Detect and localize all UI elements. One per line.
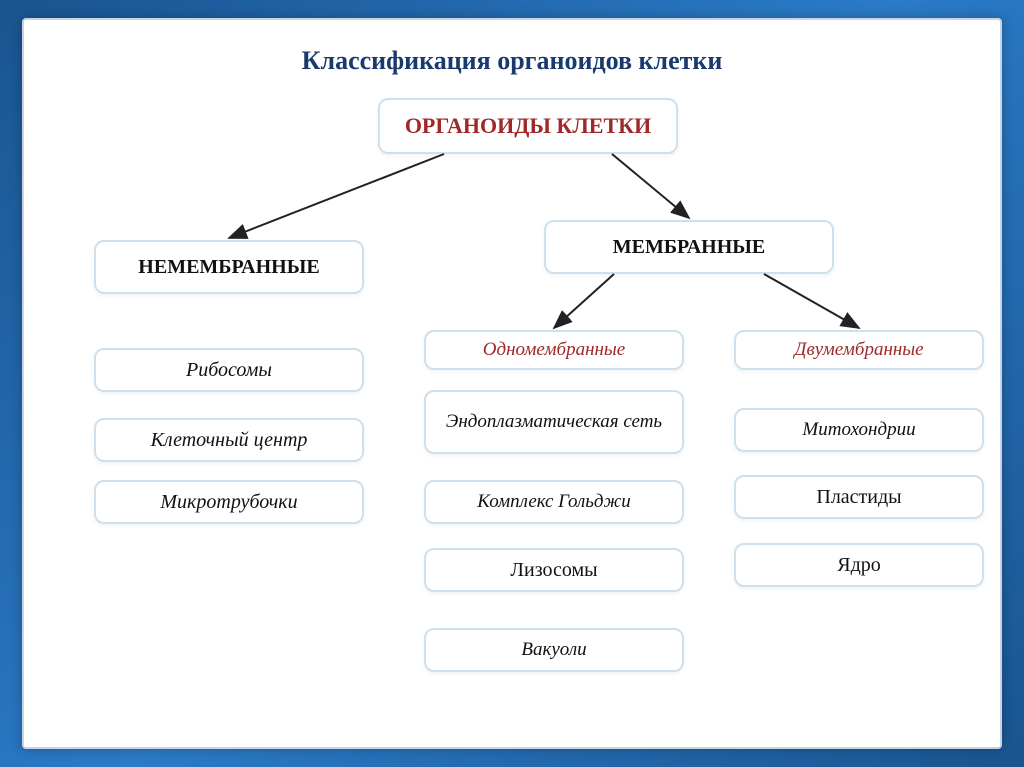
node-lyso: Лизосомы	[424, 548, 684, 592]
node-memb: МЕМБРАННЫЕ	[544, 220, 834, 274]
node-ribo: Рибосомы	[94, 348, 364, 392]
arrow-memb-to-single	[554, 274, 614, 328]
diagram-title: Классификация органоидов клетки	[24, 20, 1000, 76]
arrow-memb-to-double	[764, 274, 859, 328]
node-plast: Пластиды	[734, 475, 984, 519]
node-nonmemb: НЕМЕМБРАННЫЕ	[94, 240, 364, 294]
arrow-root-to-nonmemb	[229, 154, 444, 238]
node-single: Одномембранные	[424, 330, 684, 370]
content-frame: Классификация органоидов клетки ОРГАНОИД…	[22, 18, 1002, 749]
node-root: ОРГАНОИДЫ КЛЕТКИ	[378, 98, 678, 154]
node-microt: Микротрубочки	[94, 480, 364, 524]
node-vacu: Вакуоли	[424, 628, 684, 672]
node-mito: Митохондрии	[734, 408, 984, 452]
arrow-root-to-memb	[612, 154, 689, 218]
node-center: Клеточный центр	[94, 418, 364, 462]
node-golgi: Комплекс Гольджи	[424, 480, 684, 524]
node-eps: Эндоплазматическая сеть	[424, 390, 684, 454]
node-double: Двумембранные	[734, 330, 984, 370]
node-nucleus: Ядро	[734, 543, 984, 587]
